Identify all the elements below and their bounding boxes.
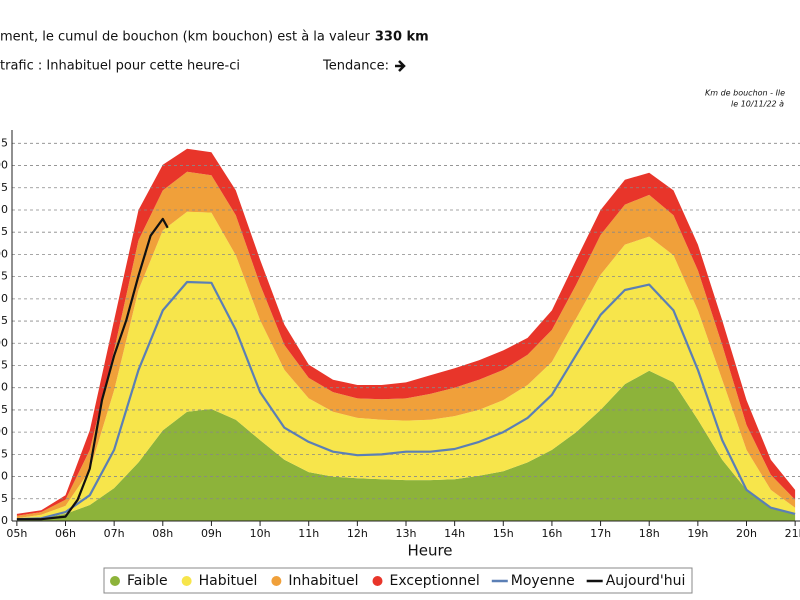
traffic-text: trafic : Inhabituel pour cette heure-ci — [0, 59, 240, 74]
y-tick-label: 125 — [0, 403, 8, 416]
y-tick-label: 375 — [0, 181, 8, 194]
x-tick-label: 11h — [298, 527, 319, 540]
y-tick-label: 350 — [0, 203, 8, 216]
area-band — [16, 171, 796, 519]
x-tick-label: 20h — [736, 527, 757, 540]
legend-marker — [271, 576, 282, 586]
y-tick-label: 325 — [0, 225, 8, 238]
x-tick-label: 15h — [493, 527, 514, 540]
x-tick-label: 19h — [687, 527, 708, 540]
y-tick-label: 50 — [0, 470, 8, 483]
x-tick-label: 18h — [639, 527, 660, 540]
y-tick-label: 400 — [0, 159, 8, 172]
x-tick-label: 17h — [590, 527, 611, 540]
line-series — [16, 217, 169, 521]
legend-marker — [110, 576, 120, 586]
legend-label: Aujourd'hui — [606, 573, 686, 589]
area-band — [16, 370, 796, 521]
area-band — [16, 211, 796, 520]
y-tick-label: 0 — [1, 514, 8, 527]
legend-marker — [181, 576, 192, 586]
x-tick-label: 14h — [444, 527, 465, 540]
chart-subtitle: le 10/11/22 à — [731, 100, 784, 109]
legend-label: Faible — [127, 573, 168, 589]
y-tick-label: 25 — [0, 492, 8, 505]
legend-marker — [372, 576, 383, 586]
x-tick-label: 10h — [250, 527, 271, 540]
x-tick-label: 08h — [152, 527, 173, 540]
status-text: ment, le cumul de bouchon (km bouchon) e… — [0, 30, 371, 45]
legend-label: Habituel — [199, 573, 258, 589]
x-tick-label: 12h — [347, 527, 368, 540]
x-tick-label: 07h — [104, 527, 125, 540]
legend-label: Moyenne — [511, 573, 575, 589]
x-tick-label: 06h — [55, 527, 76, 540]
y-tick-label: 300 — [0, 247, 8, 260]
x-tick-label: 16h — [541, 527, 562, 540]
y-tick-label: 175 — [0, 358, 8, 371]
x-tick-label: 13h — [396, 527, 417, 540]
x-tick-label: 05h — [6, 527, 27, 540]
legend-label: Exceptionnel — [390, 573, 480, 589]
y-tick-label: 425 — [0, 136, 8, 149]
y-tick-label: 250 — [0, 292, 8, 305]
status-value: 330 km — [375, 30, 429, 45]
trend-arrow — [395, 60, 406, 72]
line-series — [16, 280, 796, 521]
legend: Faible Habituel Inhabituel Exceptionnel Moye… — [110, 573, 685, 589]
x-tick-label: 09h — [201, 527, 222, 540]
x-axis-title: Heure — [407, 542, 452, 560]
trend-label: Tendance: — [322, 59, 389, 74]
y-tick-label: 275 — [0, 270, 8, 283]
y-tick-label: 225 — [0, 314, 8, 327]
y-tick-label: 200 — [0, 336, 8, 349]
plot: 0 25 50 75 100 125 150 175 200 225 250 275 300 325 350… — [0, 130, 800, 540]
y-tick-label: 75 — [0, 447, 8, 460]
chart-subtitle: Km de bouchon - Ile — [705, 89, 785, 98]
x-tick-label: 21h — [785, 527, 800, 540]
legend-label: Inhabituel — [288, 573, 358, 589]
y-tick-label: 150 — [0, 381, 8, 394]
y-tick-label: 100 — [0, 425, 8, 438]
